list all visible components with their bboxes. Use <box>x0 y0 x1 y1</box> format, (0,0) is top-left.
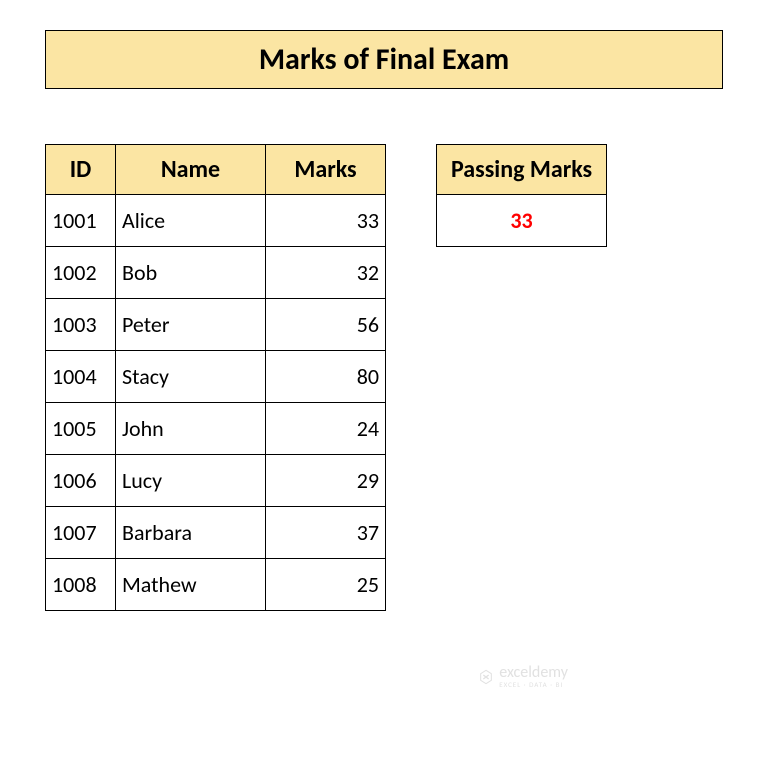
cell-name: Peter <box>116 299 266 351</box>
table-row: 1005John24 <box>46 403 386 455</box>
cell-id: 1003 <box>46 299 116 351</box>
table-row: 1007Barbara37 <box>46 507 386 559</box>
watermark-main: exceldemy <box>499 665 568 681</box>
cell-marks: 25 <box>266 559 386 611</box>
header-id: ID <box>46 145 116 195</box>
cell-id: 1007 <box>46 507 116 559</box>
cell-name: Bob <box>116 247 266 299</box>
cell-id: 1005 <box>46 403 116 455</box>
header-marks: Marks <box>266 145 386 195</box>
table-row: 1004Stacy80 <box>46 351 386 403</box>
cell-id: 1001 <box>46 195 116 247</box>
passing-label: Passing Marks <box>437 145 607 195</box>
cell-marks: 24 <box>266 403 386 455</box>
cell-marks: 29 <box>266 455 386 507</box>
passing-value: 33 <box>437 195 607 247</box>
cell-id: 1006 <box>46 455 116 507</box>
watermark-icon <box>478 669 494 685</box>
marks-table: ID Name Marks 1001Alice331002Bob321003Pe… <box>45 144 386 611</box>
cell-marks: 37 <box>266 507 386 559</box>
page-title: Marks of Final Exam <box>45 30 723 89</box>
table-row: 1003Peter56 <box>46 299 386 351</box>
cell-id: 1008 <box>46 559 116 611</box>
cell-marks: 32 <box>266 247 386 299</box>
table-row: 1001Alice33 <box>46 195 386 247</box>
watermark: exceldemy EXCEL · DATA · BI <box>478 665 568 688</box>
passing-marks-box: Passing Marks 33 <box>436 144 607 247</box>
cell-id: 1004 <box>46 351 116 403</box>
cell-marks: 56 <box>266 299 386 351</box>
watermark-sub: EXCEL · DATA · BI <box>499 681 568 688</box>
table-row: 1008Mathew25 <box>46 559 386 611</box>
cell-id: 1002 <box>46 247 116 299</box>
table-row: 1002Bob32 <box>46 247 386 299</box>
content-row: ID Name Marks 1001Alice331002Bob321003Pe… <box>45 144 723 611</box>
table-row: 1006Lucy29 <box>46 455 386 507</box>
cell-name: Alice <box>116 195 266 247</box>
cell-name: John <box>116 403 266 455</box>
cell-name: Stacy <box>116 351 266 403</box>
cell-name: Lucy <box>116 455 266 507</box>
cell-name: Barbara <box>116 507 266 559</box>
cell-marks: 33 <box>266 195 386 247</box>
cell-name: Mathew <box>116 559 266 611</box>
cell-marks: 80 <box>266 351 386 403</box>
header-name: Name <box>116 145 266 195</box>
